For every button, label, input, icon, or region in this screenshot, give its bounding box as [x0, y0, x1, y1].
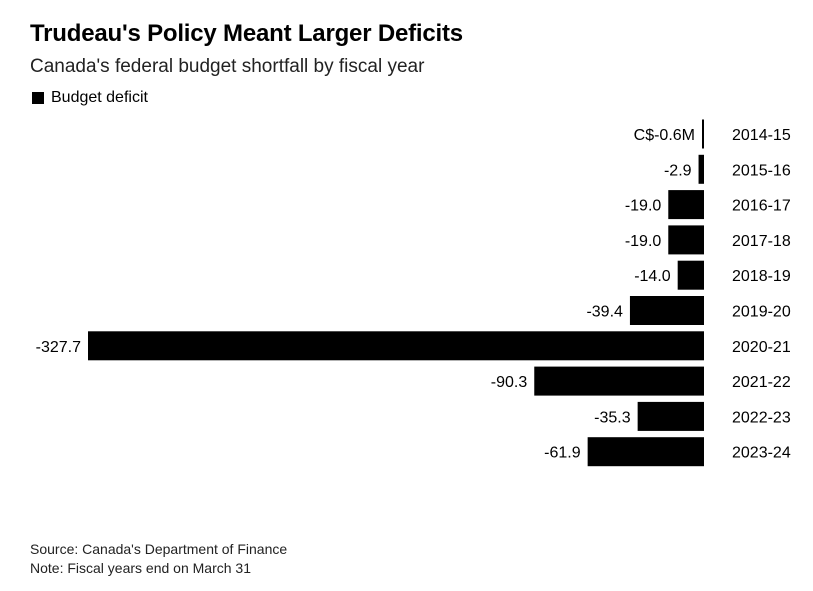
value-label-2021-22: -90.3 — [491, 374, 528, 391]
value-label-2015-16: -2.9 — [664, 162, 692, 179]
category-label-2021-22: 2021-22 — [732, 374, 791, 391]
chart-subtitle: Canada's federal budget shortfall by fis… — [30, 56, 425, 77]
bar-chart: C$-0.6M 2014-15 -2.9 2015-16 -19.0 2016-17 -19… — [36, 119, 791, 467]
legend: Budget deficit — [32, 89, 148, 107]
value-label-2022-23: -35.3 — [594, 409, 631, 426]
category-label-2017-18: 2017-18 — [732, 233, 791, 250]
bar-2023-24 — [587, 437, 704, 467]
bar-2014-15 — [702, 119, 704, 149]
bar-2021-22 — [534, 366, 704, 396]
category-label-2019-20: 2019-20 — [732, 304, 791, 321]
bar-2019-20 — [629, 296, 704, 325]
bar-2015-16 — [698, 154, 704, 184]
bar-2022-23 — [637, 401, 704, 431]
category-label-2015-16: 2015-16 — [732, 162, 791, 179]
source-note: Source: Canada's Department of Finance — [30, 541, 288, 557]
fiscal-year-note: Note: Fiscal years end on March 31 — [30, 560, 251, 576]
value-label-2023-24: -61.9 — [544, 445, 581, 462]
category-label-2014-15: 2014-15 — [732, 127, 791, 144]
category-label-2016-17: 2016-17 — [732, 198, 791, 215]
category-label-2023-24: 2023-24 — [732, 445, 791, 462]
value-label-2017-18: -19.0 — [625, 233, 662, 250]
bar-2017-18 — [668, 225, 704, 255]
category-label-2018-19: 2018-19 — [732, 268, 791, 285]
value-label-2014-15: C$-0.6M — [634, 127, 695, 144]
value-label-2020-21: -327.7 — [36, 339, 81, 356]
bar-2020-21 — [88, 331, 704, 361]
value-label-2018-19: -14.0 — [634, 268, 671, 285]
category-label-2022-23: 2022-23 — [732, 409, 791, 426]
category-label-2020-21: 2020-21 — [732, 339, 791, 356]
bar-2018-19 — [677, 260, 704, 290]
legend-label: Budget deficit — [51, 89, 148, 106]
legend-swatch — [32, 92, 44, 104]
value-label-2019-20: -39.4 — [586, 304, 623, 321]
value-label-2016-17: -19.0 — [625, 198, 662, 215]
bar-2016-17 — [668, 190, 704, 220]
chart-title: Trudeau's Policy Meant Larger Deficits — [30, 20, 463, 47]
